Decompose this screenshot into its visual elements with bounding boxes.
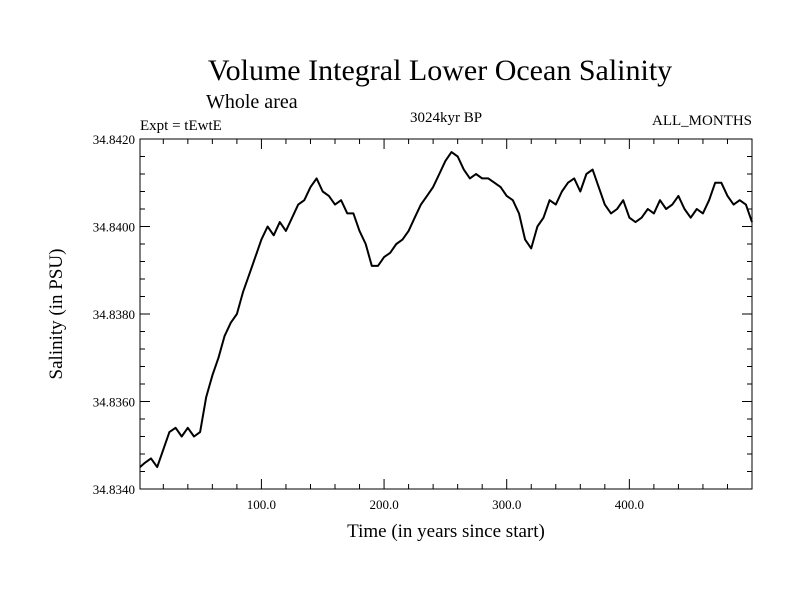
y-axis-label: Salinity (in PSU) [46, 249, 67, 380]
y-tick-label: 34.8400 [93, 220, 135, 235]
x-tick-labels: 100.0 200.0 300.0 400.0 [247, 497, 644, 512]
chart-title: Volume Integral Lower Ocean Salinity [208, 54, 672, 87]
plot-area [139, 138, 753, 490]
y-major-ticks [140, 138, 752, 490]
y-tick-label: 34.8380 [93, 307, 135, 322]
x-major-ticks [260, 139, 630, 489]
x-tick-label: 300.0 [492, 497, 521, 512]
x-axis-label: Time (in years since start) [347, 521, 545, 542]
chart-subtitle: Whole area [206, 91, 298, 113]
salinity-series-line [139, 151, 753, 469]
x-tick-label: 100.0 [247, 497, 276, 512]
y-minor-ticks [140, 156, 752, 472]
experiment-label: Expt = tEwtE [140, 118, 222, 134]
plot-frame [139, 138, 753, 490]
period-label: 3024kyr BP [410, 110, 482, 126]
y-tick-label: 34.8340 [93, 482, 135, 497]
x-tick-label: 200.0 [369, 497, 398, 512]
y-tick-labels: 34.8340 34.8360 34.8380 34.8400 34.8420 [93, 132, 135, 497]
x-minor-ticks [162, 139, 728, 489]
y-tick-label: 34.8420 [93, 132, 135, 147]
x-tick-label: 400.0 [615, 497, 644, 512]
months-label: ALL_MONTHS [652, 113, 752, 129]
y-tick-label: 34.8360 [93, 395, 135, 410]
